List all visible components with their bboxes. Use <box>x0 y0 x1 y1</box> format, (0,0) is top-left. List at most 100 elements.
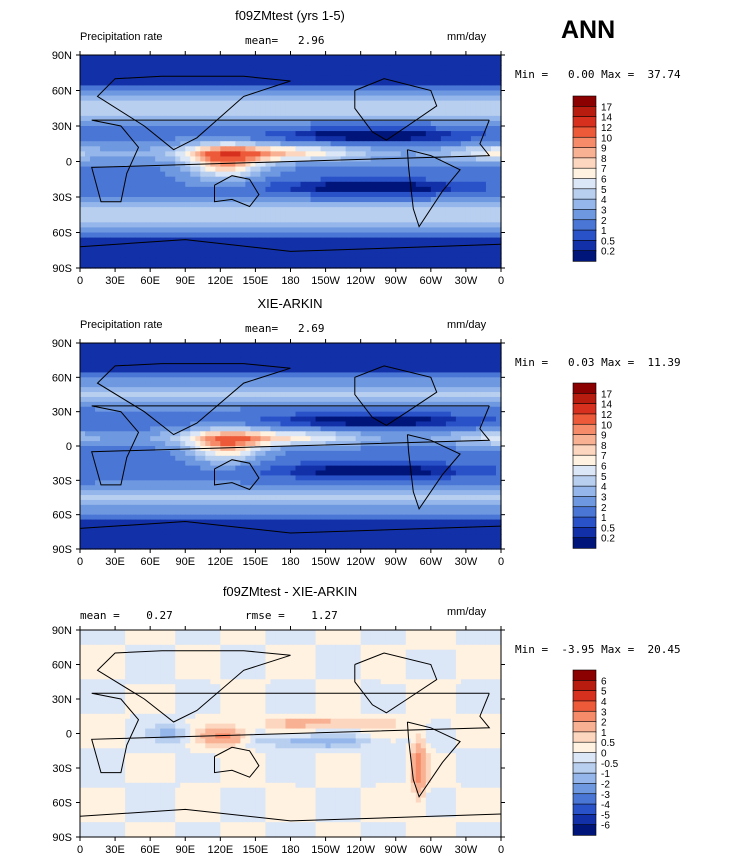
field-cell <box>140 343 146 349</box>
field-cell <box>275 141 282 147</box>
field-cell <box>125 421 131 427</box>
field-cell <box>495 343 502 349</box>
field-cell <box>260 377 267 383</box>
field-cell <box>315 262 322 269</box>
field-cell <box>220 146 226 152</box>
field-cell <box>175 95 181 102</box>
field-cell <box>205 237 211 244</box>
field-cell <box>130 367 136 374</box>
field-cell <box>440 252 447 259</box>
field-cell <box>460 411 467 418</box>
field-cell <box>195 382 201 388</box>
field-cell <box>285 156 292 163</box>
field-cell <box>495 176 502 183</box>
field-cell <box>405 392 412 398</box>
field-cell <box>295 242 302 249</box>
field-cell <box>390 110 397 117</box>
field-cell <box>155 227 161 234</box>
colorbar-box <box>572 106 597 118</box>
field-cell <box>100 181 106 188</box>
field-cell <box>145 392 151 398</box>
field-cell <box>190 70 196 76</box>
field-cell <box>450 392 457 398</box>
field-cell <box>360 362 367 369</box>
field-cell <box>85 55 91 61</box>
field-cell <box>215 212 221 218</box>
field-cell <box>120 166 126 173</box>
field-cell <box>350 110 357 117</box>
field-cell <box>285 347 292 354</box>
field-cell <box>300 347 307 354</box>
field-cell <box>440 110 447 117</box>
field-cell <box>315 222 322 229</box>
field-cell <box>415 136 422 142</box>
field-cell <box>265 75 272 81</box>
field-cell <box>140 115 146 122</box>
field-cell <box>175 347 181 354</box>
field-cell <box>80 377 86 383</box>
field-cell <box>130 247 136 254</box>
field-cell <box>370 411 377 418</box>
field-cell <box>395 202 402 208</box>
field-cell <box>480 95 487 102</box>
field-cell <box>115 161 121 168</box>
field-cell <box>245 377 251 383</box>
field-cell <box>90 207 96 213</box>
field-cell <box>490 131 497 137</box>
field-cell <box>95 207 101 213</box>
field-cell <box>350 237 357 244</box>
field-cell <box>85 367 91 374</box>
field-cell <box>160 85 166 92</box>
field-cell <box>390 252 397 259</box>
field-cell <box>250 207 257 213</box>
field-cell <box>420 136 427 142</box>
field-cell <box>300 382 307 388</box>
field-cell <box>290 151 297 158</box>
field-cell <box>205 156 211 163</box>
field-cell <box>150 257 156 264</box>
field-cell <box>400 85 407 92</box>
field-cell <box>290 75 297 81</box>
field-cell <box>165 90 171 97</box>
field-cell <box>310 75 317 81</box>
field-cell <box>490 237 497 244</box>
field-cell <box>190 176 196 183</box>
field-cell <box>130 212 136 218</box>
field-cell <box>140 357 146 364</box>
field-cell <box>95 382 101 388</box>
field-cell <box>130 120 136 127</box>
field-cell <box>95 367 101 374</box>
field-cell <box>390 191 397 198</box>
field-cell <box>340 75 347 81</box>
field-cell <box>130 181 136 188</box>
field-cell <box>210 146 216 152</box>
field-cell <box>210 131 216 137</box>
field-cell <box>385 126 392 132</box>
field-cell <box>120 95 126 102</box>
field-cell <box>470 227 477 234</box>
field-cell <box>265 382 272 388</box>
field-cell <box>150 186 156 193</box>
field-cell <box>320 357 327 364</box>
field-cell <box>450 352 457 359</box>
field-cell <box>270 126 277 132</box>
field-cell <box>415 232 422 239</box>
field-cell <box>220 357 226 364</box>
field-cell <box>450 382 457 388</box>
field-cell <box>100 136 106 142</box>
field-cell <box>230 416 236 423</box>
field-cell <box>155 222 161 229</box>
field-cell <box>425 242 432 249</box>
field-cell <box>495 237 502 244</box>
field-cell <box>180 367 186 374</box>
field-cell <box>490 156 497 163</box>
field-cell <box>225 377 231 383</box>
field-cell <box>310 416 317 423</box>
field-cell <box>335 227 342 234</box>
field-cell <box>190 202 196 208</box>
field-cell <box>180 110 186 117</box>
field-cell <box>110 227 116 234</box>
field-cell <box>465 212 472 218</box>
field-cell <box>445 70 452 76</box>
field-cell <box>85 421 91 427</box>
